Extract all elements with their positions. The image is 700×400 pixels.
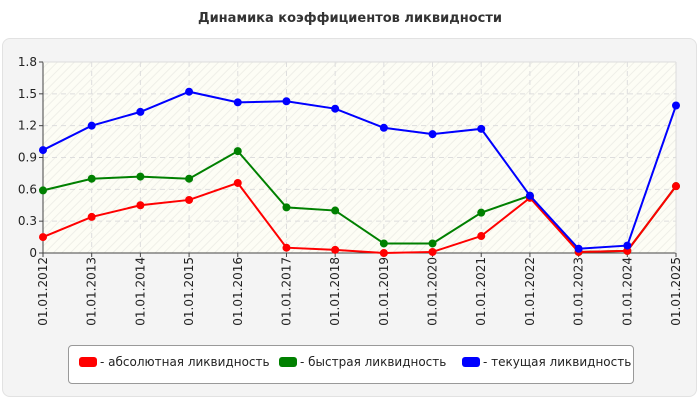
data-point: [331, 104, 340, 113]
x-tick-label: 01.01.2015: [182, 257, 196, 326]
x-tick-label: 01.01.2022: [523, 257, 537, 326]
data-point: [185, 174, 194, 183]
data-point: [331, 206, 340, 215]
data-point: [282, 203, 291, 212]
x-tick-label: 01.01.2018: [328, 257, 342, 326]
legend-swatch: [279, 357, 297, 367]
data-point: [87, 121, 96, 130]
data-point: [428, 247, 437, 256]
x-tick-label: 01.01.2016: [231, 257, 245, 326]
data-point: [477, 208, 486, 217]
legend-item: - абсолютная ликвидность: [79, 355, 270, 369]
series-line: [42, 90, 677, 250]
data-point: [379, 239, 388, 248]
data-point: [428, 239, 437, 248]
data-point: [623, 241, 632, 250]
data-point: [282, 97, 291, 106]
x-tick-label: 01.01.2013: [85, 257, 99, 326]
legend-item: - быстрая ликвидность: [279, 355, 446, 369]
y-tick-label: 0.9: [18, 151, 37, 165]
data-point: [477, 124, 486, 133]
data-point: [136, 107, 145, 116]
legend-item: - текущая ликвидность: [462, 355, 631, 369]
legend-swatch: [79, 357, 97, 367]
data-point: [39, 146, 47, 155]
x-tick-label: 01.01.2014: [133, 257, 147, 326]
x-tick-label: 01.01.2021: [474, 257, 488, 326]
y-tick-label: 1.8: [18, 55, 37, 69]
data-point: [525, 191, 534, 200]
data-point: [39, 233, 47, 242]
data-point: [136, 172, 145, 181]
data-point: [672, 101, 680, 110]
legend-label: - текущая ликвидность: [483, 355, 632, 369]
x-tick-label: 01.01.2020: [426, 257, 440, 326]
data-point: [136, 201, 145, 210]
data-point: [331, 245, 340, 254]
data-point: [185, 195, 194, 204]
chart-title: Динамика коэффициентов ликвидности: [198, 11, 502, 26]
data-point: [477, 232, 486, 241]
data-point: [282, 243, 291, 252]
x-tick-label: 01.01.2012: [36, 257, 50, 326]
data-point: [233, 98, 242, 107]
data-point: [379, 249, 388, 257]
data-point: [574, 244, 583, 253]
data-point: [233, 178, 242, 187]
data-point: [87, 212, 96, 221]
y-tick-label: 0.3: [18, 214, 37, 228]
x-tick-label: 01.01.2025: [669, 257, 683, 326]
y-tick-label: 0.6: [18, 182, 37, 196]
data-point: [428, 130, 437, 139]
x-tick-label: 01.01.2024: [620, 257, 634, 326]
data-point: [87, 174, 96, 183]
series-line: [42, 181, 677, 255]
legend-label: - абсолютная ликвидность: [100, 355, 270, 369]
data-point: [233, 147, 242, 156]
data-point: [185, 87, 194, 96]
y-tick-label: 1.2: [18, 119, 37, 133]
data-point: [39, 186, 47, 195]
y-tick-label: 1.5: [18, 87, 37, 101]
x-tick-label: 01.01.2017: [279, 257, 293, 326]
x-tick-label: 01.01.2023: [572, 257, 586, 326]
legend: - абсолютная ликвидность - быстрая ликвид…: [68, 345, 634, 384]
legend-label: - быстрая ликвидность: [300, 355, 447, 369]
x-tick-label: 01.01.2019: [377, 257, 391, 326]
y-tick-label: 0: [29, 246, 37, 260]
data-point: [379, 123, 388, 132]
legend-swatch: [462, 357, 480, 367]
data-point: [672, 182, 680, 191]
